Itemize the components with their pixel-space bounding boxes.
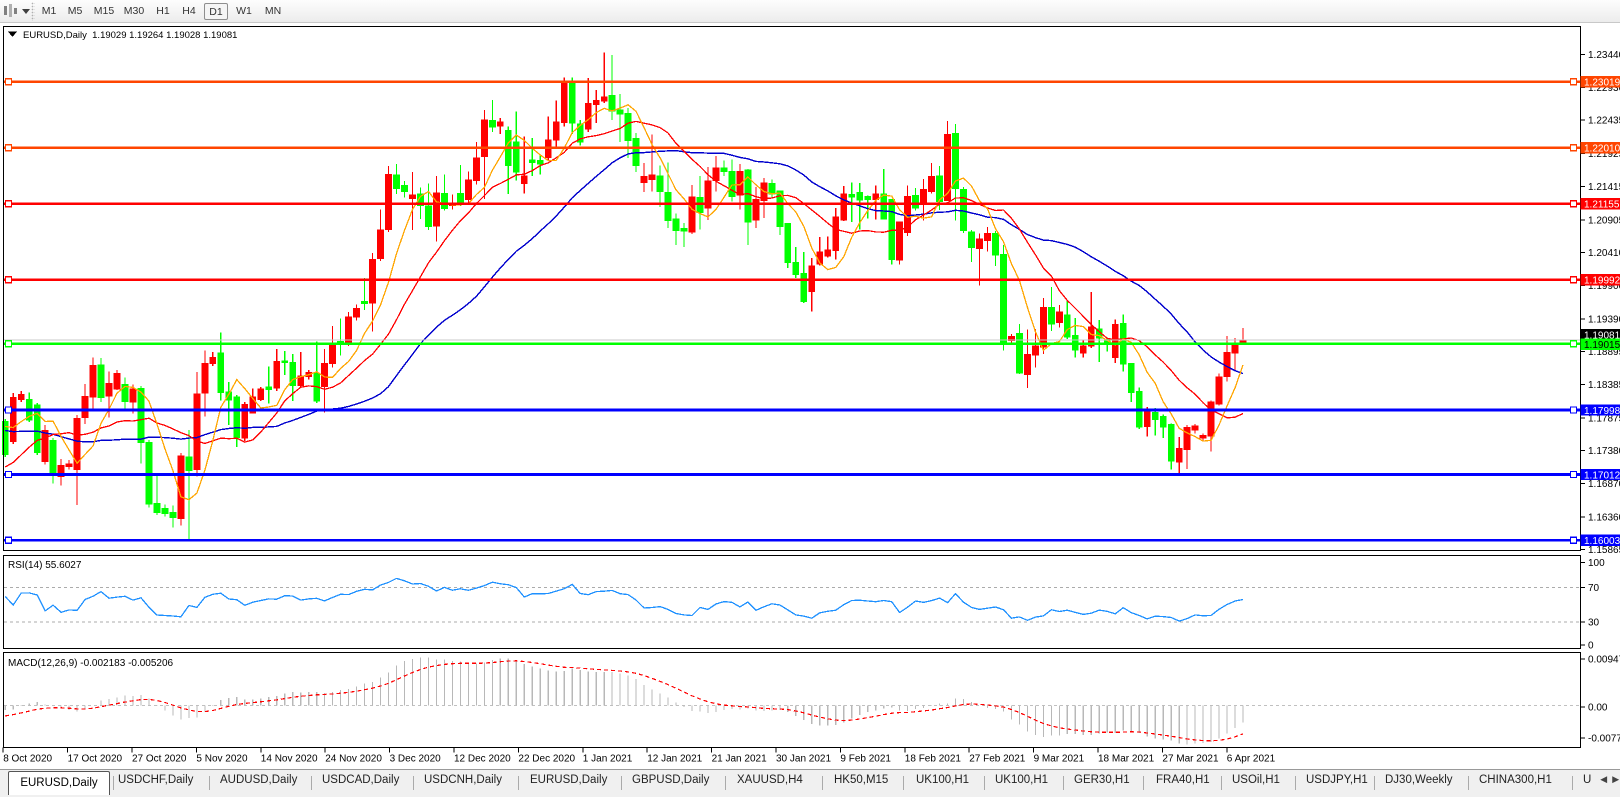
svg-text:1.17012: 1.17012 — [1584, 470, 1620, 481]
svg-text:1.17380: 1.17380 — [1588, 446, 1620, 457]
svg-text:MACD(12,26,9) -0.002183 -0.005: MACD(12,26,9) -0.002183 -0.005206 — [8, 658, 174, 669]
svg-text:1.19900: 1.19900 — [1588, 281, 1620, 292]
svg-text:17 Oct 2020: 17 Oct 2020 — [68, 754, 123, 765]
svg-text:1.16003: 1.16003 — [1584, 536, 1620, 547]
svg-text:0: 0 — [1588, 640, 1594, 651]
svg-text:27 Oct 2020: 27 Oct 2020 — [132, 754, 187, 765]
svg-text:30 Jan 2021: 30 Jan 2021 — [776, 754, 831, 765]
svg-text:1.16870: 1.16870 — [1588, 479, 1620, 490]
svg-text:14 Nov 2020: 14 Nov 2020 — [261, 754, 318, 765]
svg-text:18 Feb 2021: 18 Feb 2021 — [905, 754, 962, 765]
svg-text:70: 70 — [1588, 583, 1600, 594]
svg-text:1.15865: 1.15865 — [1588, 545, 1620, 556]
svg-text:27 Feb 2021: 27 Feb 2021 — [969, 754, 1026, 765]
svg-text:1.21925: 1.21925 — [1588, 149, 1620, 160]
svg-text:1.22435: 1.22435 — [1588, 116, 1620, 127]
svg-text:1.22010: 1.22010 — [1584, 144, 1620, 155]
svg-text:1.19015: 1.19015 — [1584, 340, 1620, 351]
svg-text:1.21415: 1.21415 — [1588, 182, 1620, 193]
svg-text:5 Nov 2020: 5 Nov 2020 — [196, 754, 248, 765]
svg-text:100: 100 — [1588, 558, 1605, 569]
svg-text:1.23019: 1.23019 — [1584, 78, 1620, 89]
svg-text:8 Oct 2020: 8 Oct 2020 — [3, 754, 52, 765]
svg-text:1.23440: 1.23440 — [1588, 50, 1620, 61]
svg-text:9 Mar 2021: 9 Mar 2021 — [1034, 754, 1085, 765]
svg-text:21 Jan 2021: 21 Jan 2021 — [712, 754, 767, 765]
svg-text:1.17998: 1.17998 — [1584, 406, 1620, 417]
svg-text:1.20905: 1.20905 — [1588, 216, 1620, 227]
svg-text:1.17875: 1.17875 — [1588, 414, 1620, 425]
svg-text:RSI(14) 55.6027: RSI(14) 55.6027 — [8, 560, 82, 571]
svg-text:0.00: 0.00 — [1588, 702, 1608, 713]
svg-text:18 Mar 2021: 18 Mar 2021 — [1098, 754, 1155, 765]
svg-text:-0.00777: -0.00777 — [1588, 734, 1620, 745]
svg-text:1.20410: 1.20410 — [1588, 248, 1620, 259]
svg-text:27 Mar 2021: 27 Mar 2021 — [1162, 754, 1219, 765]
svg-text:24 Nov 2020: 24 Nov 2020 — [325, 754, 382, 765]
svg-text:1.18385: 1.18385 — [1588, 380, 1620, 391]
svg-text:1.22930: 1.22930 — [1588, 83, 1620, 94]
svg-text:1.19081: 1.19081 — [1584, 331, 1620, 342]
svg-text:1.18895: 1.18895 — [1588, 347, 1620, 358]
svg-text:30: 30 — [1588, 618, 1600, 629]
svg-text:12 Dec 2020: 12 Dec 2020 — [454, 754, 511, 765]
svg-text:1.19992: 1.19992 — [1584, 276, 1620, 287]
svg-text:6 Apr 2021: 6 Apr 2021 — [1227, 754, 1276, 765]
svg-text:3 Dec 2020: 3 Dec 2020 — [390, 754, 442, 765]
svg-text:9 Feb 2021: 9 Feb 2021 — [840, 754, 891, 765]
svg-text:0.009478: 0.009478 — [1588, 654, 1620, 665]
svg-text:1 Jan 2021: 1 Jan 2021 — [583, 754, 633, 765]
svg-text:1.21155: 1.21155 — [1584, 200, 1620, 211]
svg-text:22 Dec 2020: 22 Dec 2020 — [518, 754, 575, 765]
svg-text:1.16360: 1.16360 — [1588, 513, 1620, 524]
svg-text:12 Jan 2021: 12 Jan 2021 — [647, 754, 702, 765]
svg-text:EURUSD,Daily 1.19029 1.19264: EURUSD,Daily 1.19029 1.19264 1.19028 1.1… — [23, 30, 237, 41]
svg-text:1.19390: 1.19390 — [1588, 315, 1620, 326]
